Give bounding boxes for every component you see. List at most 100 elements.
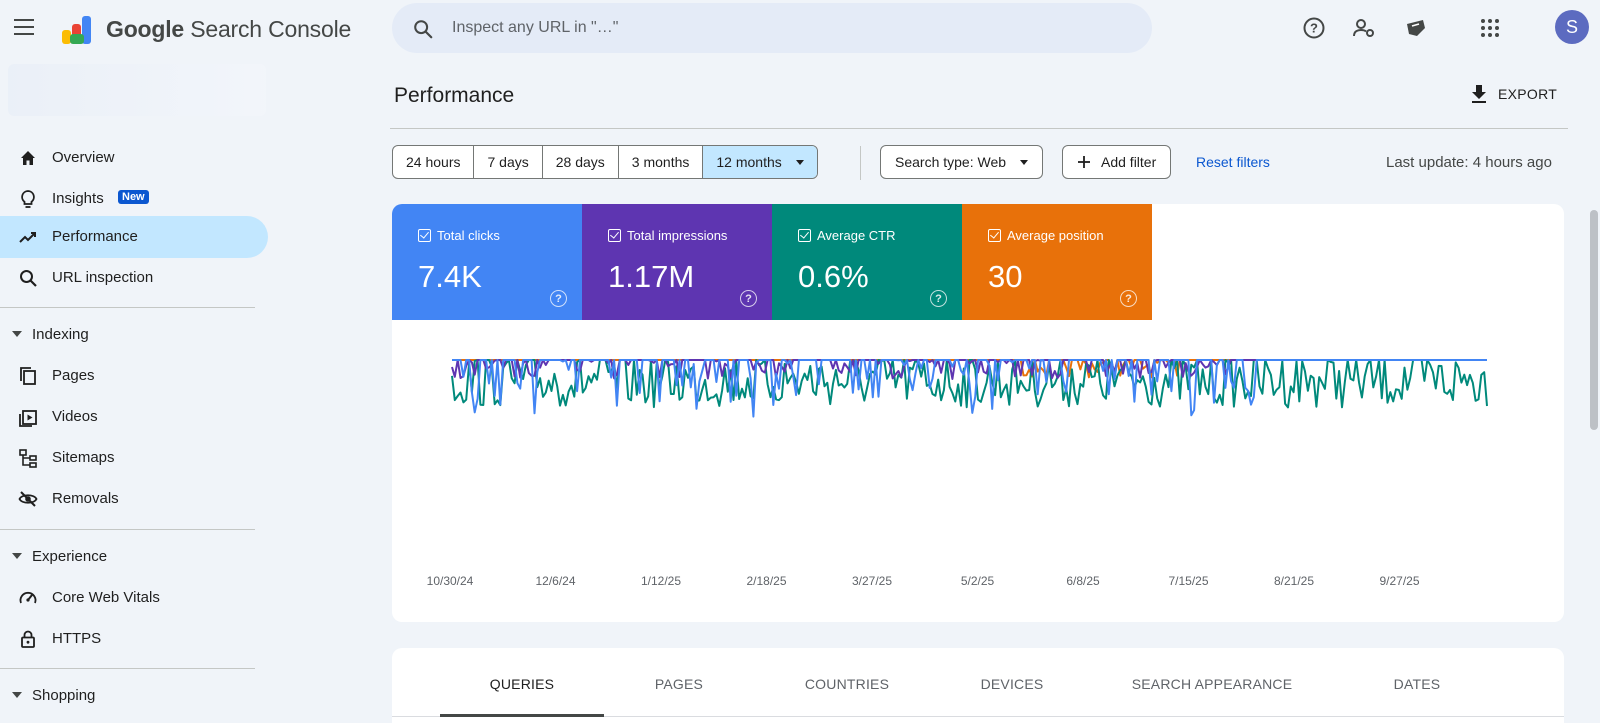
search-console-logo-icon <box>62 16 91 44</box>
range-28-days[interactable]: 28 days <box>543 146 619 178</box>
tab-dates[interactable]: DATES <box>1393 676 1441 692</box>
help-icon[interactable]: ? <box>1300 14 1328 42</box>
x-tick-label: 3/27/25 <box>852 574 892 588</box>
metric-value: 7.4K <box>418 259 482 294</box>
sidebar-item-label: Sitemaps <box>52 449 115 466</box>
main-menu-icon[interactable] <box>14 14 40 40</box>
help-icon[interactable]: ? <box>740 290 757 307</box>
metric-label: Average CTR <box>817 228 896 243</box>
apps-grid-icon[interactable] <box>1476 14 1504 42</box>
sidebar-section-indexing[interactable]: Indexing <box>12 322 252 346</box>
notifications-icon[interactable] <box>1402 14 1430 42</box>
app-title: Google Search Console <box>106 16 352 42</box>
tab-countries[interactable]: COUNTRIES <box>804 676 890 692</box>
sidebar-item-label: URL inspection <box>52 269 154 286</box>
sidebar-item-https[interactable]: HTTPS <box>0 618 268 660</box>
reset-filters-link[interactable]: Reset filters <box>1196 154 1270 170</box>
lightbulb-icon <box>21 190 35 208</box>
sidebar-item-pages[interactable]: Pages <box>0 355 268 397</box>
tab-devices[interactable]: DEVICES <box>980 676 1044 692</box>
x-tick-label: 1/12/25 <box>641 574 681 588</box>
report-tabs-card: QUERIES PAGES COUNTRIES DEVICES SEARCH A… <box>392 648 1564 723</box>
search-type-label: Search type: Web <box>895 154 1007 170</box>
sidebar-item-performance[interactable]: Performance <box>0 216 268 258</box>
sidebar-item-overview[interactable]: Overview <box>0 137 268 179</box>
metric-value: 30 <box>988 259 1023 294</box>
range-24-hours[interactable]: 24 hours <box>393 146 475 178</box>
pages-icon <box>20 367 36 385</box>
metric-label: Average position <box>1007 228 1104 243</box>
range-7-days[interactable]: 7 days <box>474 146 543 178</box>
sidebar-item-label: Videos <box>52 408 98 425</box>
section-label: Experience <box>32 547 108 565</box>
checkbox-checked-icon <box>988 229 1001 242</box>
metric-average-position[interactable]: Average position 30 ? <box>962 204 1152 320</box>
performance-chart-card: Total clicks 7.4K ? Total impressions 1.… <box>392 204 1564 622</box>
x-tick-label: 9/27/25 <box>1379 574 1419 588</box>
x-tick-label: 5/2/25 <box>961 574 995 588</box>
video-icon <box>19 410 37 427</box>
sidebar-divider <box>0 668 255 669</box>
tabs-divider <box>392 716 1564 717</box>
checkbox-checked-icon <box>798 229 811 242</box>
account-avatar[interactable]: S <box>1555 10 1589 44</box>
home-icon <box>21 151 35 165</box>
add-filter-button[interactable]: Add filter <box>1062 145 1172 179</box>
range-label: 12 months <box>716 154 782 170</box>
sidebar-item-removals[interactable]: Removals <box>0 478 268 520</box>
export-button[interactable]: EXPORT <box>1470 80 1557 108</box>
sidebar-section-shopping[interactable]: Shopping <box>12 683 252 707</box>
metric-label: Total impressions <box>627 228 728 243</box>
x-tick-label: 8/21/25 <box>1274 574 1314 588</box>
sidebar-item-core-web-vitals[interactable]: Core Web Vitals <box>0 577 268 619</box>
metric-total-clicks[interactable]: Total clicks 7.4K ? <box>392 204 582 320</box>
page-scrollbar[interactable] <box>1590 210 1598 430</box>
tab-search-appearance[interactable]: SEARCH APPEARANCE <box>1131 676 1293 692</box>
series-line-0 <box>452 359 1487 418</box>
help-icon[interactable]: ? <box>1120 290 1137 307</box>
top-bar: Google Search Console ? S <box>0 0 1600 56</box>
sidebar-item-label: Removals <box>52 490 119 507</box>
sidebar-item-videos[interactable]: Videos <box>0 396 268 438</box>
filter-separator <box>860 146 861 180</box>
performance-line-chart: 10/30/24 12/6/24 1/12/25 2/18/25 3/27/25 5/2/… <box>427 359 1488 588</box>
sidebar-item-sitemaps[interactable]: Sitemaps <box>0 437 268 479</box>
metric-average-ctr[interactable]: Average CTR 0.6% ? <box>772 204 962 320</box>
url-inspect-search[interactable] <box>392 3 1152 53</box>
manage-users-icon[interactable] <box>1350 14 1378 42</box>
help-icon[interactable]: ? <box>550 290 567 307</box>
sidebar-section-experience[interactable]: Experience <box>12 544 252 568</box>
export-label: EXPORT <box>1498 86 1558 102</box>
gauge-icon <box>19 591 37 604</box>
section-label: Indexing <box>32 325 89 343</box>
metric-total-impressions[interactable]: Total impressions 1.17M ? <box>582 204 772 320</box>
checkbox-checked-icon <box>608 229 621 242</box>
url-inspect-input[interactable] <box>452 15 1132 41</box>
download-icon <box>1472 85 1486 103</box>
caret-down-icon <box>12 553 22 559</box>
property-selector[interactable] <box>8 64 266 116</box>
search-icon <box>414 20 433 39</box>
sidebar-item-url-inspection[interactable]: URL inspection <box>0 257 268 299</box>
lock-icon <box>21 630 35 648</box>
sitemap-icon <box>19 449 37 468</box>
x-tick-label: 12/6/24 <box>535 574 575 588</box>
new-badge: New <box>118 190 149 204</box>
sidebar-item-insights[interactable]: Insights New <box>0 178 268 220</box>
last-update-text: Last update: 4 hours ago <box>1386 154 1552 171</box>
sidebar-divider <box>0 529 255 530</box>
add-filter-label: Add filter <box>1101 154 1157 170</box>
metric-value: 0.6% <box>798 259 869 294</box>
x-tick-label: 10/30/24 <box>427 574 474 588</box>
tab-pages[interactable]: PAGES <box>654 676 704 692</box>
help-icon[interactable]: ? <box>930 290 947 307</box>
range-3-months[interactable]: 3 months <box>619 146 704 178</box>
caret-down-icon <box>12 692 22 698</box>
x-tick-label: 2/18/25 <box>746 574 786 588</box>
caret-down-icon <box>12 331 22 337</box>
metric-value: 1.17M <box>608 259 695 294</box>
tab-queries[interactable]: QUERIES <box>489 676 555 692</box>
search-type-filter[interactable]: Search type: Web <box>880 145 1044 179</box>
range-12-months[interactable]: 12 months <box>703 146 817 178</box>
